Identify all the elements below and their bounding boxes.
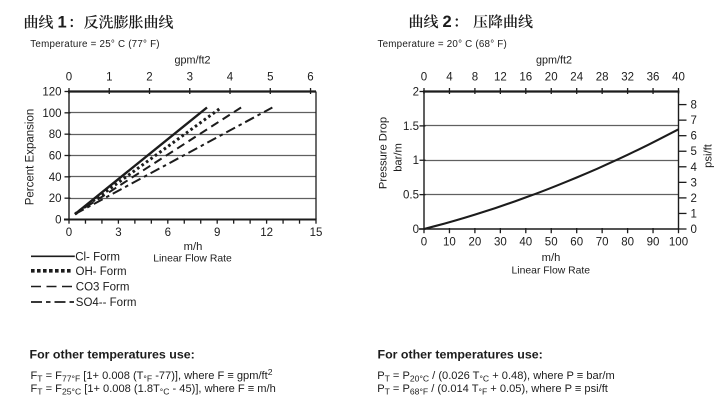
- svg-text:36: 36: [647, 72, 660, 84]
- svg-text:20: 20: [49, 193, 62, 205]
- svg-text:0.5: 0.5: [403, 190, 419, 202]
- svg-text:0: 0: [66, 72, 72, 84]
- svg-text:20: 20: [469, 237, 482, 249]
- svg-text:Pressure Drop: Pressure Drop: [378, 117, 390, 189]
- svg-text:15: 15: [310, 227, 323, 239]
- svg-text:5: 5: [267, 72, 273, 84]
- svg-text:8: 8: [691, 100, 697, 112]
- svg-text:CO3 Form: CO3 Form: [76, 282, 130, 294]
- svg-text:40: 40: [49, 172, 62, 184]
- svg-text:32: 32: [621, 72, 634, 84]
- svg-text:gpm/ft2: gpm/ft2: [174, 54, 210, 66]
- svg-text:16: 16: [519, 72, 532, 84]
- svg-text:1: 1: [106, 72, 112, 84]
- svg-text:7: 7: [691, 115, 697, 127]
- svg-text:6: 6: [165, 227, 171, 239]
- svg-text:2: 2: [413, 87, 419, 99]
- svg-text:60: 60: [49, 151, 62, 163]
- svg-text:60: 60: [570, 237, 583, 249]
- svg-text:0: 0: [55, 215, 61, 227]
- svg-text:9: 9: [214, 227, 220, 239]
- svg-text:1: 1: [413, 155, 419, 167]
- svg-text:20: 20: [545, 72, 558, 84]
- svg-text:4: 4: [227, 72, 234, 84]
- svg-text:0: 0: [421, 237, 427, 249]
- svg-text:10: 10: [443, 237, 456, 249]
- svg-text:SO4-- Form: SO4-- Form: [76, 297, 137, 309]
- svg-text:6: 6: [691, 131, 697, 143]
- svg-text:0: 0: [66, 227, 72, 239]
- svg-text:30: 30: [494, 237, 507, 249]
- svg-text:120: 120: [42, 87, 61, 99]
- svg-text:For other temperatures use:: For other temperatures use:: [30, 348, 195, 362]
- svg-text:PT​ = P20°C​ / (0.026 T°C​ + 0: PT​ = P20°C​ / (0.026 T°C​ + 0.48), wher…: [377, 370, 615, 384]
- svg-text:28: 28: [596, 72, 609, 84]
- svg-text:bar/m: bar/m: [393, 143, 405, 172]
- svg-text:3: 3: [115, 227, 121, 239]
- svg-text:m/h: m/h: [184, 241, 203, 253]
- svg-text:3: 3: [691, 177, 697, 189]
- svg-text:Percent Expansion: Percent Expansion: [25, 109, 37, 206]
- svg-text:8: 8: [472, 72, 478, 84]
- svg-text:2: 2: [691, 193, 697, 205]
- svg-text:PT​ = P68°F​ / (0.014 T°F​ + 0: PT​ = P68°F​ / (0.014 T°F​ + 0.05), wher…: [377, 383, 608, 397]
- svg-text:80: 80: [49, 129, 62, 141]
- svg-text:24: 24: [570, 72, 583, 84]
- svg-text:0: 0: [413, 224, 419, 236]
- svg-text:3: 3: [187, 72, 193, 84]
- svg-text:6: 6: [307, 72, 313, 84]
- svg-text:Temperature = 20° C (68° F): Temperature = 20° C (68° F): [378, 39, 507, 50]
- svg-text:40: 40: [519, 237, 532, 249]
- svg-text:12: 12: [260, 227, 273, 239]
- svg-text:0: 0: [691, 224, 697, 236]
- svg-text:80: 80: [621, 237, 634, 249]
- svg-text:Cl- Form: Cl- Form: [75, 251, 120, 263]
- svg-text:5: 5: [691, 146, 697, 158]
- svg-text:2: 2: [443, 13, 452, 31]
- svg-text:1: 1: [58, 14, 67, 32]
- svg-text:4: 4: [446, 72, 453, 84]
- svg-text:For other temperatures use:: For other temperatures use:: [378, 348, 543, 362]
- svg-text:40: 40: [672, 72, 685, 84]
- svg-text:gpm/ft2: gpm/ft2: [536, 54, 572, 66]
- svg-text:Linear Flow Rate: Linear Flow Rate: [153, 254, 232, 265]
- svg-text:100: 100: [669, 237, 688, 249]
- svg-text:0: 0: [421, 72, 427, 84]
- svg-text:Linear Flow Rate: Linear Flow Rate: [512, 266, 591, 277]
- svg-text:OH- Form: OH- Form: [76, 266, 127, 278]
- svg-text:FT​ = F25°C​ [1+ 0.008 (1.8T°C: FT​ = F25°C​ [1+ 0.008 (1.8T°C​ - 45)], …: [31, 383, 276, 397]
- svg-text:12: 12: [494, 72, 507, 84]
- svg-text:90: 90: [647, 237, 660, 249]
- svg-text:2: 2: [146, 72, 152, 84]
- svg-text:Temperature = 25° C (77° F): Temperature = 25° C (77° F): [30, 39, 159, 50]
- svg-text:100: 100: [42, 108, 61, 120]
- svg-text:50: 50: [545, 237, 558, 249]
- svg-text:psi/ft: psi/ft: [703, 143, 715, 168]
- svg-text:70: 70: [596, 237, 609, 249]
- svg-text:m/h: m/h: [542, 252, 561, 264]
- svg-text:1: 1: [691, 208, 697, 220]
- svg-text:1.5: 1.5: [403, 121, 419, 133]
- svg-text:4: 4: [691, 162, 698, 174]
- svg-text:FT​ = F77°F​ [1+ 0.008 (T°F​ -: FT​ = F77°F​ [1+ 0.008 (T°F​ -77)], wher…: [31, 367, 273, 384]
